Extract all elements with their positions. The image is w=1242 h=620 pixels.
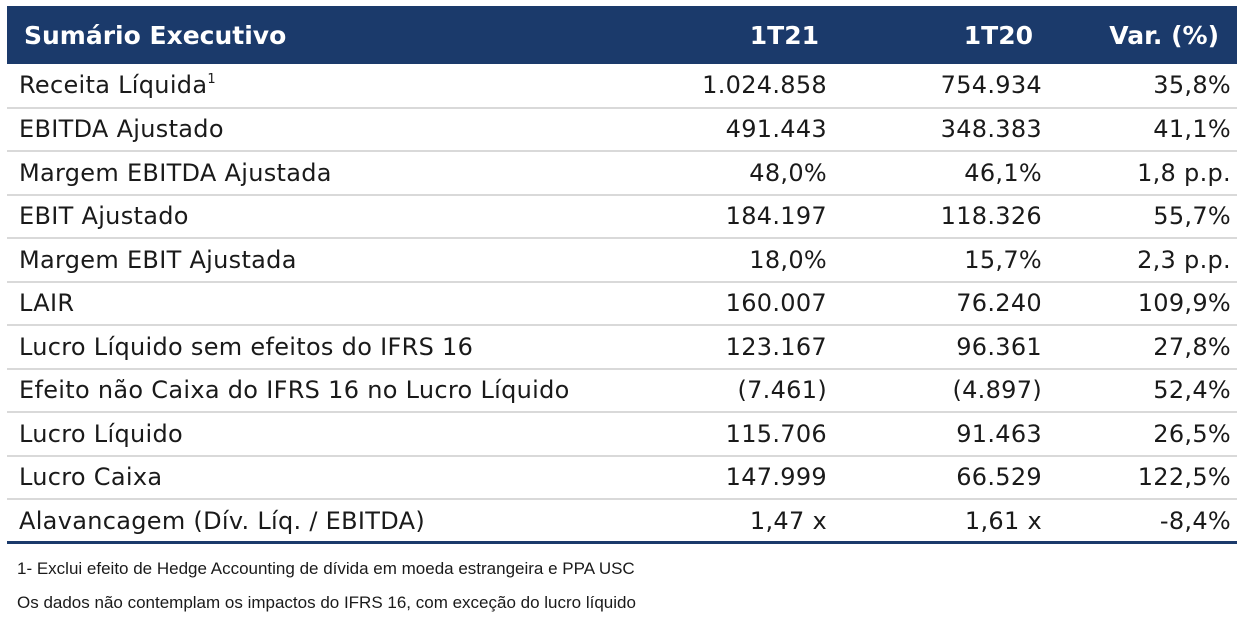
row-label: Efeito não Caixa do IFRS 16 no Lucro Líq… (7, 369, 645, 413)
value-variation: 52,4% (1153, 376, 1231, 405)
table-row: Lucro Líquido sem efeitos do IFRS 16 123.… (7, 325, 1237, 369)
value-1t21: 1.024.858 (702, 71, 827, 100)
value-1t21: 491.443 (725, 115, 827, 144)
footnote-1: 1- Exclui efeito de Hedge Accounting de … (17, 559, 635, 578)
table-row: Receita Líquida1 1.024.858 754.934 35,8% (7, 64, 1237, 108)
table-row: Efeito não Caixa do IFRS 16 no Lucro Líq… (7, 369, 1237, 413)
table-row: Margem EBIT Ajustada 18,0% 15,7% 2,3 p.p. (7, 238, 1237, 282)
table-row: Margem EBITDA Ajustada 48,0% 46,1% 1,8 p.p. (7, 151, 1237, 195)
value-1t21: 18,0% (749, 245, 827, 274)
row-label: Alavancagem (Dív. Líq. / EBITDA) (7, 499, 645, 543)
value-1t20: (4.897) (952, 376, 1042, 405)
row-label-text: Margem EBIT Ajustada (19, 245, 297, 274)
column-header-variation: Var. (%) (1109, 20, 1219, 50)
table-row: Alavancagem (Dív. Líq. / EBITDA) 1,47 x 1,… (7, 499, 1237, 543)
value-variation: 27,8% (1153, 332, 1231, 361)
value-1t21: 48,0% (749, 158, 827, 187)
value-1t21: 184.197 (725, 202, 827, 231)
row-label: LAIR (7, 282, 645, 326)
column-header-1t21: 1T21 (749, 20, 819, 50)
value-1t21: (7.461) (737, 376, 827, 405)
value-variation: 35,8% (1153, 71, 1231, 100)
table-title: Sumário Executivo (24, 20, 287, 50)
column-header-1t20: 1T20 (963, 20, 1033, 50)
row-label-text: EBITDA Ajustado (19, 115, 224, 144)
value-1t20: 118.326 (940, 202, 1042, 231)
row-label: Lucro Líquido sem efeitos do IFRS 16 (7, 325, 645, 369)
row-label: EBITDA Ajustado (7, 108, 645, 152)
row-label-text: Lucro Caixa (19, 463, 163, 492)
table-header-row: Sumário Executivo 1T21 1T20 Var. (%) (7, 6, 1237, 64)
value-1t20: 66.529 (956, 463, 1042, 492)
footnote-marker: 1 (207, 72, 216, 88)
row-label: EBIT Ajustado (7, 195, 645, 239)
row-label-text: Alavancagem (Dív. Líq. / EBITDA) (19, 506, 425, 535)
value-variation: 26,5% (1153, 419, 1231, 448)
table-row: EBIT Ajustado 184.197 118.326 55,7% (7, 195, 1237, 239)
value-1t20: 15,7% (964, 245, 1042, 274)
row-label: Receita Líquida1 (7, 64, 645, 108)
value-1t20: 96.361 (956, 332, 1042, 361)
value-1t21: 123.167 (725, 332, 827, 361)
table-row: LAIR 160.007 76.240 109,9% (7, 282, 1237, 326)
executive-summary-table-container: Sumário Executivo 1T21 1T20 Var. (%) Rec… (7, 6, 1237, 544)
value-1t20: 1,61 x (964, 506, 1042, 535)
row-label-text: Receita Líquida (19, 71, 208, 100)
value-variation: -8,4% (1159, 506, 1231, 535)
executive-summary-table: Sumário Executivo 1T21 1T20 Var. (%) Rec… (7, 6, 1237, 544)
footnotes: 1- Exclui efeito de Hedge Accounting de … (17, 552, 636, 620)
footnote-2: Os dados não contemplam os impactos do I… (17, 593, 636, 612)
table-row: Lucro Líquido 115.706 91.463 26,5% (7, 412, 1237, 456)
value-variation: 2,3 p.p. (1137, 245, 1231, 274)
value-1t20: 46,1% (964, 158, 1042, 187)
row-label-text: EBIT Ajustado (19, 202, 189, 231)
row-label-text: LAIR (19, 289, 75, 318)
row-label-text: Efeito não Caixa do IFRS 16 no Lucro Líq… (19, 376, 570, 405)
row-label: Lucro Caixa (7, 456, 645, 500)
value-variation: 41,1% (1153, 115, 1231, 144)
row-label-text: Lucro Líquido (19, 419, 183, 448)
table-row: EBITDA Ajustado 491.443 348.383 41,1% (7, 108, 1237, 152)
value-1t21: 1,47 x (749, 506, 827, 535)
value-1t20: 91.463 (956, 419, 1042, 448)
row-label-text: Margem EBITDA Ajustada (19, 158, 332, 187)
value-1t20: 348.383 (940, 115, 1042, 144)
row-label: Margem EBITDA Ajustada (7, 151, 645, 195)
value-1t21: 115.706 (725, 419, 827, 448)
row-label-text: Lucro Líquido sem efeitos do IFRS 16 (19, 332, 474, 361)
value-1t20: 754.934 (940, 71, 1042, 100)
table-body: Receita Líquida1 1.024.858 754.934 35,8% EBI… (7, 64, 1237, 543)
value-variation: 109,9% (1137, 289, 1231, 318)
row-label: Margem EBIT Ajustada (7, 238, 645, 282)
value-1t20: 76.240 (956, 289, 1042, 318)
value-1t21: 147.999 (725, 463, 827, 492)
value-variation: 55,7% (1153, 202, 1231, 231)
value-variation: 122,5% (1137, 463, 1231, 492)
table-row: Lucro Caixa 147.999 66.529 122,5% (7, 456, 1237, 500)
row-label: Lucro Líquido (7, 412, 645, 456)
value-variation: 1,8 p.p. (1137, 158, 1231, 187)
value-1t21: 160.007 (725, 289, 827, 318)
